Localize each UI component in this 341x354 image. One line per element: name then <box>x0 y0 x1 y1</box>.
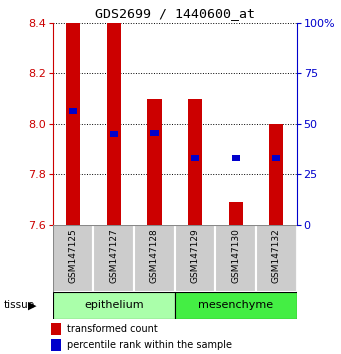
Bar <box>134 225 175 292</box>
Bar <box>232 155 240 161</box>
Text: transformed count: transformed count <box>66 324 158 334</box>
Bar <box>51 322 61 335</box>
Text: ▶: ▶ <box>28 300 36 310</box>
Bar <box>51 338 61 350</box>
Bar <box>107 23 121 225</box>
Bar <box>147 99 162 225</box>
Bar <box>53 292 175 319</box>
Bar <box>216 225 256 292</box>
Bar <box>110 131 118 137</box>
Bar <box>191 155 199 161</box>
Text: GSM147127: GSM147127 <box>109 228 118 283</box>
Bar <box>69 108 77 114</box>
Text: GSM147128: GSM147128 <box>150 228 159 283</box>
Bar <box>175 292 297 319</box>
Bar <box>93 225 134 292</box>
Bar <box>53 225 93 292</box>
Bar <box>150 130 159 136</box>
Bar <box>256 225 297 292</box>
Title: GDS2699 / 1440600_at: GDS2699 / 1440600_at <box>95 7 255 21</box>
Text: tissue: tissue <box>3 300 34 310</box>
Bar <box>175 225 216 292</box>
Bar <box>228 202 243 225</box>
Text: GSM147129: GSM147129 <box>191 228 199 283</box>
Bar <box>269 124 283 225</box>
Text: percentile rank within the sample: percentile rank within the sample <box>66 339 232 350</box>
Text: GSM147130: GSM147130 <box>231 228 240 283</box>
Bar <box>188 99 202 225</box>
Text: GSM147132: GSM147132 <box>272 228 281 283</box>
Text: GSM147125: GSM147125 <box>69 228 78 283</box>
Text: epithelium: epithelium <box>84 300 144 310</box>
Bar <box>66 23 80 225</box>
Text: mesenchyme: mesenchyme <box>198 300 273 310</box>
Bar <box>272 155 280 161</box>
